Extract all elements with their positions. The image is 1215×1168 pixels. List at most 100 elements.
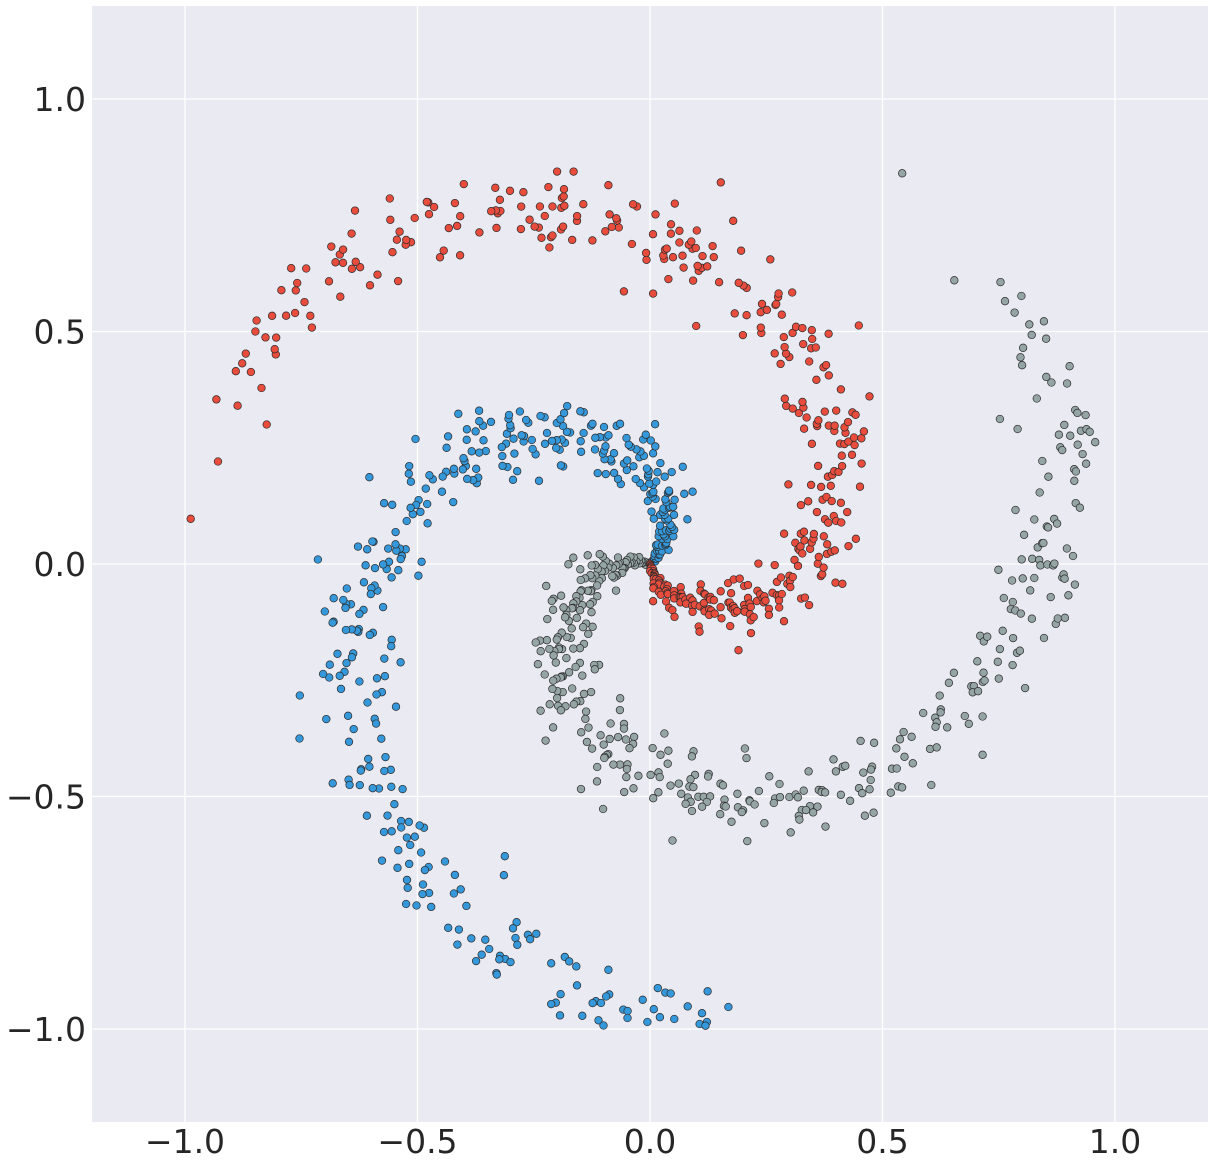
scatter-point-series-2-332 xyxy=(487,207,496,216)
scatter-point-series-2-153 xyxy=(823,540,832,549)
scatter-point-series-1-193 xyxy=(629,784,638,793)
scatter-point-series-0-267 xyxy=(341,625,351,635)
scatter-point-series-0-45 xyxy=(647,507,656,516)
scatter-point-series-1-262 xyxy=(895,735,905,744)
scatter-point-series-2-360 xyxy=(347,264,357,273)
scatter-point-series-1-113 xyxy=(545,644,554,654)
scatter-point-series-2-333 xyxy=(716,178,725,187)
scatter-point-series-2-325 xyxy=(393,276,403,286)
scatter-point-series-0-153 xyxy=(563,401,572,411)
scatter-point-series-0-232 xyxy=(378,602,388,612)
scatter-point-series-2-381 xyxy=(213,457,223,466)
scatter-point-series-1-162 xyxy=(582,737,592,747)
scatter-point-series-2-271 xyxy=(662,244,671,253)
scatter-point-series-2-316 xyxy=(560,201,569,210)
scatter-point-series-1-273 xyxy=(935,691,944,700)
scatter-point-series-2-356 xyxy=(355,263,365,272)
scatter-point-series-0-296 xyxy=(318,669,328,679)
scatter-point-series-1-54 xyxy=(583,551,592,560)
scatter-point-series-2-241 xyxy=(798,323,807,333)
scatter-point-series-1-72 xyxy=(575,606,585,615)
scatter-point-series-2-314 xyxy=(579,200,588,209)
scatter-point-series-2-44 xyxy=(668,605,677,615)
scatter-point-series-2-363 xyxy=(459,179,468,189)
scatter-point-series-1-383 xyxy=(1078,449,1087,459)
scatter-point-series-0-394 xyxy=(594,1016,603,1025)
scatter-point-series-0-180 xyxy=(458,465,467,474)
scatter-point-series-1-169 xyxy=(687,752,697,761)
scatter-point-series-2-336 xyxy=(444,223,453,233)
scatter-point-series-0-285 xyxy=(313,555,323,564)
scatter-point-series-1-321 xyxy=(1016,609,1025,618)
scatter-point-series-0-295 xyxy=(499,871,509,880)
scatter-point-series-1-358 xyxy=(1062,544,1072,553)
scatter-point-series-0-227 xyxy=(388,500,397,509)
scatter-point-series-2-137 xyxy=(784,480,793,489)
scatter-point-series-1-315 xyxy=(994,674,1003,683)
scatter-point-series-1-215 xyxy=(687,806,697,816)
scatter-point-series-2-244 xyxy=(807,326,816,335)
scatter-point-series-1-376 xyxy=(1042,372,1051,382)
scatter-point-series-2-183 xyxy=(780,394,789,403)
scatter-point-series-1-178 xyxy=(740,744,750,753)
scatter-point-series-1-350 xyxy=(1044,472,1053,481)
scatter-point-series-0-352 xyxy=(481,935,490,944)
scatter-point-series-0-111 xyxy=(641,430,650,439)
scatter-point-series-0-214 xyxy=(396,554,405,564)
scatter-point-series-1-184 xyxy=(622,772,631,782)
scatter-point-series-1-237 xyxy=(793,793,803,802)
scatter-point-series-0-243 xyxy=(363,545,372,554)
scatter-point-series-0-339 xyxy=(393,863,402,872)
scatter-point-series-0-162 xyxy=(497,442,506,452)
x-tick-label: −0.5 xyxy=(377,1122,457,1161)
scatter-point-series-0-175 xyxy=(475,448,484,457)
scatter-point-series-2-185 xyxy=(837,461,847,471)
scatter-point-series-2-113 xyxy=(776,573,786,582)
scatter-point-series-1-129 xyxy=(533,660,543,669)
scatter-point-series-0-242 xyxy=(380,654,389,663)
scatter-point-series-1-231 xyxy=(769,798,778,808)
scatter-point-series-0-109 xyxy=(590,445,600,454)
scatter-point-series-2-302 xyxy=(605,210,614,219)
scatter-point-series-0-370 xyxy=(703,987,712,996)
data-points xyxy=(186,167,1100,1030)
scatter-point-series-1-313 xyxy=(1008,597,1017,607)
scatter-point-series-1-319 xyxy=(1017,555,1026,564)
scatter-point-series-0-376 xyxy=(492,970,501,979)
scatter-point-series-1-177 xyxy=(622,764,632,774)
scatter-point-series-1-292 xyxy=(932,743,941,752)
scatter-point-series-0-367 xyxy=(572,981,582,990)
scatter-point-series-0-319 xyxy=(387,827,396,836)
scatter-point-series-2-197 xyxy=(847,450,857,459)
scatter-point-series-0-71 xyxy=(652,477,661,486)
scatter-point-series-1-380 xyxy=(1010,308,1019,317)
scatter-point-series-0-176 xyxy=(504,410,514,420)
scatter-point-series-2-159 xyxy=(830,546,839,555)
scatter-point-series-2-310 xyxy=(670,199,679,208)
scatter-point-series-1-201 xyxy=(649,794,658,803)
scatter-point-series-0-233 xyxy=(387,642,396,651)
scatter-point-series-0-312 xyxy=(383,811,392,820)
scatter-point-series-1-307 xyxy=(927,780,936,790)
scatter-point-series-1-340 xyxy=(1035,488,1044,497)
scatter-point-series-0-280 xyxy=(500,852,509,861)
scatter-point-series-1-268 xyxy=(858,789,867,798)
scatter-point-series-0-325 xyxy=(362,811,372,820)
scatter-point-series-1-274 xyxy=(900,752,909,761)
scatter-point-series-1-103 xyxy=(552,635,561,644)
scatter-point-series-1-202 xyxy=(576,784,586,794)
scatter-point-series-1-70 xyxy=(564,560,573,569)
scatter-point-series-2-135 xyxy=(799,527,809,536)
scatter-point-series-1-224 xyxy=(804,767,813,776)
scatter-point-series-2-263 xyxy=(788,288,797,297)
scatter-point-series-1-299 xyxy=(994,565,1003,574)
scatter-point-series-2-106 xyxy=(734,646,743,655)
scatter-point-series-0-382 xyxy=(649,1005,658,1014)
scatter-point-series-1-144 xyxy=(581,714,590,724)
scatter-point-series-0-219 xyxy=(391,540,400,549)
scatter-point-series-0-204 xyxy=(425,471,434,480)
scatter-point-series-0-311 xyxy=(397,823,406,832)
scatter-point-series-2-365 xyxy=(422,197,431,207)
scatter-point-series-1-275 xyxy=(892,764,901,773)
scatter-point-series-2-394 xyxy=(277,286,286,295)
